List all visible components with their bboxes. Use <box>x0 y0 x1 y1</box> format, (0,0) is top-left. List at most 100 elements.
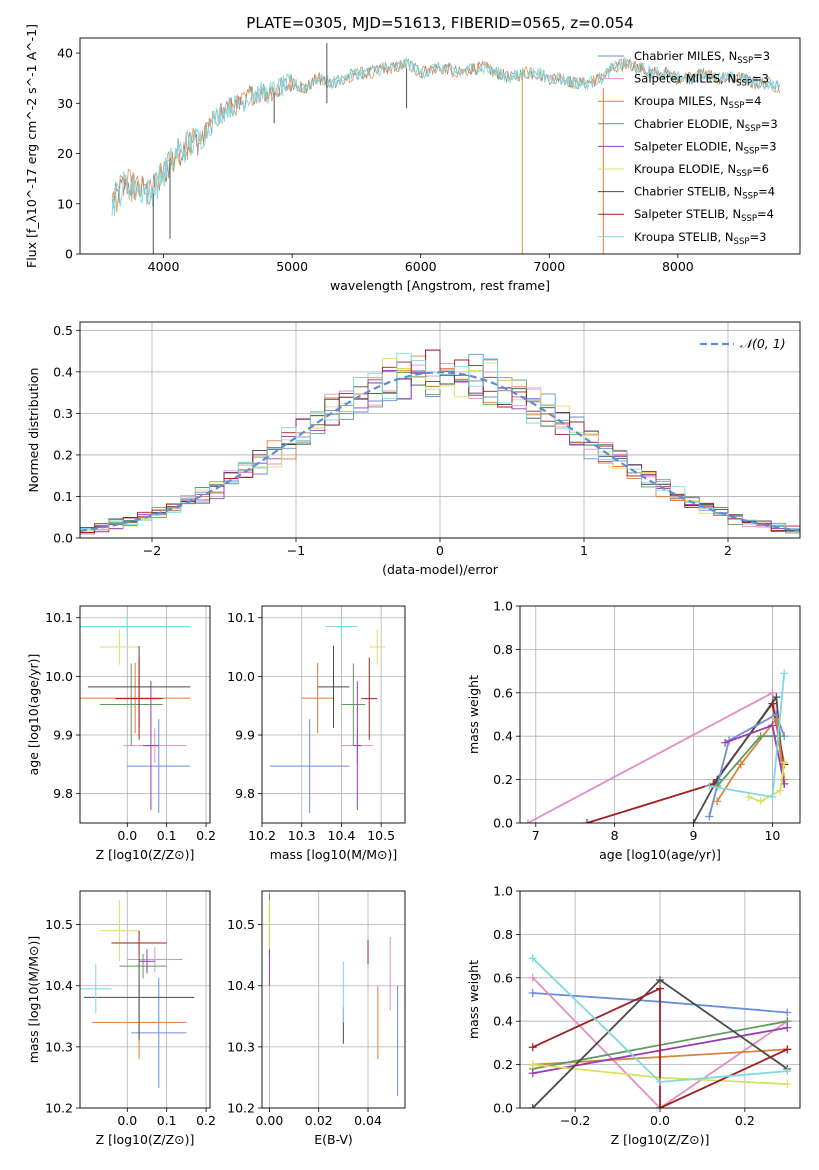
x-tick-label: 0.02 <box>305 1113 333 1128</box>
weight-marker <box>528 973 537 982</box>
error-bar-point <box>99 900 140 962</box>
weight-marker <box>523 819 532 823</box>
spectrum-line <box>111 57 781 216</box>
x-tick-label: 10 <box>764 828 780 843</box>
panel-age-vs-mass: 10.2 10.3 10.4 10.5 9.8 9.9 10.0 10.1 mass [log1… <box>227 605 406 862</box>
axes-frame <box>79 321 801 539</box>
error-bar-point <box>131 977 187 1088</box>
y-axis-label: Normed distribution <box>26 368 41 493</box>
error-bar-point <box>127 947 183 972</box>
y-tick-label: 0.4 <box>493 729 513 744</box>
x-tick-label: 10.4 <box>328 828 356 843</box>
y-tick-label: 10.4 <box>227 978 255 993</box>
x-tick-label: 0.2 <box>196 1113 216 1128</box>
weight-marker <box>768 721 777 730</box>
error-bar-point <box>269 719 350 814</box>
x-tick-label: 10.3 <box>288 828 316 843</box>
legend-subscript: SSP <box>736 169 752 179</box>
x-tick-label: 8000 <box>662 259 694 274</box>
y-tick-label: 1.0 <box>493 599 513 614</box>
y-tick-label: 10.3 <box>45 1039 73 1054</box>
error-bar-point <box>99 663 163 746</box>
weight-marker <box>783 1008 792 1017</box>
error-bar-point <box>99 629 140 665</box>
error-bar-point <box>143 681 159 811</box>
y-tick-label: 10.0 <box>45 669 73 684</box>
x-tick-label: 0.00 <box>255 1113 283 1128</box>
legend-value: =3 <box>752 72 769 86</box>
weight-marker <box>528 954 537 963</box>
weight-line <box>532 987 788 1108</box>
x-axis-label: E(B-V) <box>314 1132 353 1147</box>
y-tick-label: 0.0 <box>493 816 513 831</box>
panel-residuals: −2 −1 0 1 2 0.0 0.1 0.2 0.3 0.4 0.5 (data-model)/er… <box>26 321 801 577</box>
weight-marker <box>780 669 789 678</box>
legend-label: Salpeter MILES, NSSP=3 <box>634 72 769 89</box>
weight-marker <box>772 693 781 702</box>
y-tick-label: 10.0 <box>227 669 255 684</box>
x-tick-label: 5000 <box>276 259 308 274</box>
weight-line <box>716 716 786 802</box>
y-tick-label: 9.8 <box>235 786 255 801</box>
x-tick-label: 0.04 <box>354 1113 382 1128</box>
error-bar-point <box>369 629 386 665</box>
panel-age-vs-Z: 0.0 0.1 0.2 9.8 9.9 10.0 10.1 Z [log10(Z/Z⊙)] ag… <box>26 605 216 862</box>
weight-marker <box>780 758 789 767</box>
y-tick-label: 0.8 <box>493 642 513 657</box>
x-axis-label: wavelength [Angstrom, rest frame] <box>330 278 550 293</box>
y-tick-label: 0.6 <box>493 970 513 985</box>
x-tick-label: 7 <box>532 828 540 843</box>
x-tick-label: −2 <box>143 543 161 558</box>
legend-label: Chabrier ELODIE, NSSP=3 <box>634 117 778 134</box>
error-bar-point <box>80 662 191 734</box>
x-tick-label: 2 <box>724 543 732 558</box>
x-tick-label: 0.1 <box>157 1113 177 1128</box>
legend-value: =3 <box>761 117 778 131</box>
x-tick-label: 8 <box>611 828 619 843</box>
weight-marker <box>528 1043 537 1052</box>
x-tick-label: 4000 <box>148 259 180 274</box>
error-bar-point <box>111 930 167 956</box>
plot-area <box>520 891 800 1108</box>
y-tick-label: 1.0 <box>493 884 513 899</box>
y-tick-label: 10.5 <box>45 917 73 932</box>
weight-marker <box>768 792 777 801</box>
plot-area <box>80 322 800 538</box>
y-tick-label: 0.0 <box>53 531 73 546</box>
y-tick-label: 0.5 <box>53 323 73 338</box>
x-tick-label: 9 <box>690 828 698 843</box>
y-tick-label: 10.5 <box>227 917 255 932</box>
y-axis-label: mass weight <box>466 675 481 754</box>
weight-marker <box>776 786 785 795</box>
weight-marker <box>528 1060 537 1069</box>
weight-line <box>586 701 786 823</box>
y-tick-label: 30 <box>57 96 73 111</box>
weight-marker <box>689 819 698 823</box>
y-tick-label: 20 <box>57 146 73 161</box>
weight-marker <box>528 1104 537 1108</box>
weight-marker <box>528 988 537 997</box>
histogram-steps <box>80 357 800 533</box>
x-tick-label: 10.5 <box>367 828 395 843</box>
y-tick-label: 10.2 <box>227 1101 255 1116</box>
x-tick-label: 0 <box>436 543 444 558</box>
x-tick-label: 0.0 <box>117 1113 137 1128</box>
y-tick-label: 0.2 <box>493 1057 513 1072</box>
legend-subscript: SSP <box>744 146 760 156</box>
weight-line <box>716 735 781 787</box>
y-tick-label: 10 <box>57 196 73 211</box>
legend-label: Salpeter ELODIE, NSSP=3 <box>634 139 777 156</box>
weight-marker <box>744 792 753 801</box>
y-axis-label: age [log10(age/yr)] <box>26 654 41 776</box>
legend-label: Kroupa ELODIE, NSSP=6 <box>634 162 769 179</box>
y-axis-label: mass [log10(M/M⊙)] <box>26 936 41 1064</box>
legend-subscript: SSP <box>734 237 750 247</box>
legend-value: =3 <box>749 230 766 244</box>
axes-frame <box>79 890 211 1109</box>
y-tick-label: 0.3 <box>53 406 73 421</box>
weight-marker <box>736 760 745 769</box>
y-tick-label: 9.9 <box>53 728 73 743</box>
weight-line <box>532 977 788 1108</box>
legend-subscript: SSP <box>737 56 753 66</box>
